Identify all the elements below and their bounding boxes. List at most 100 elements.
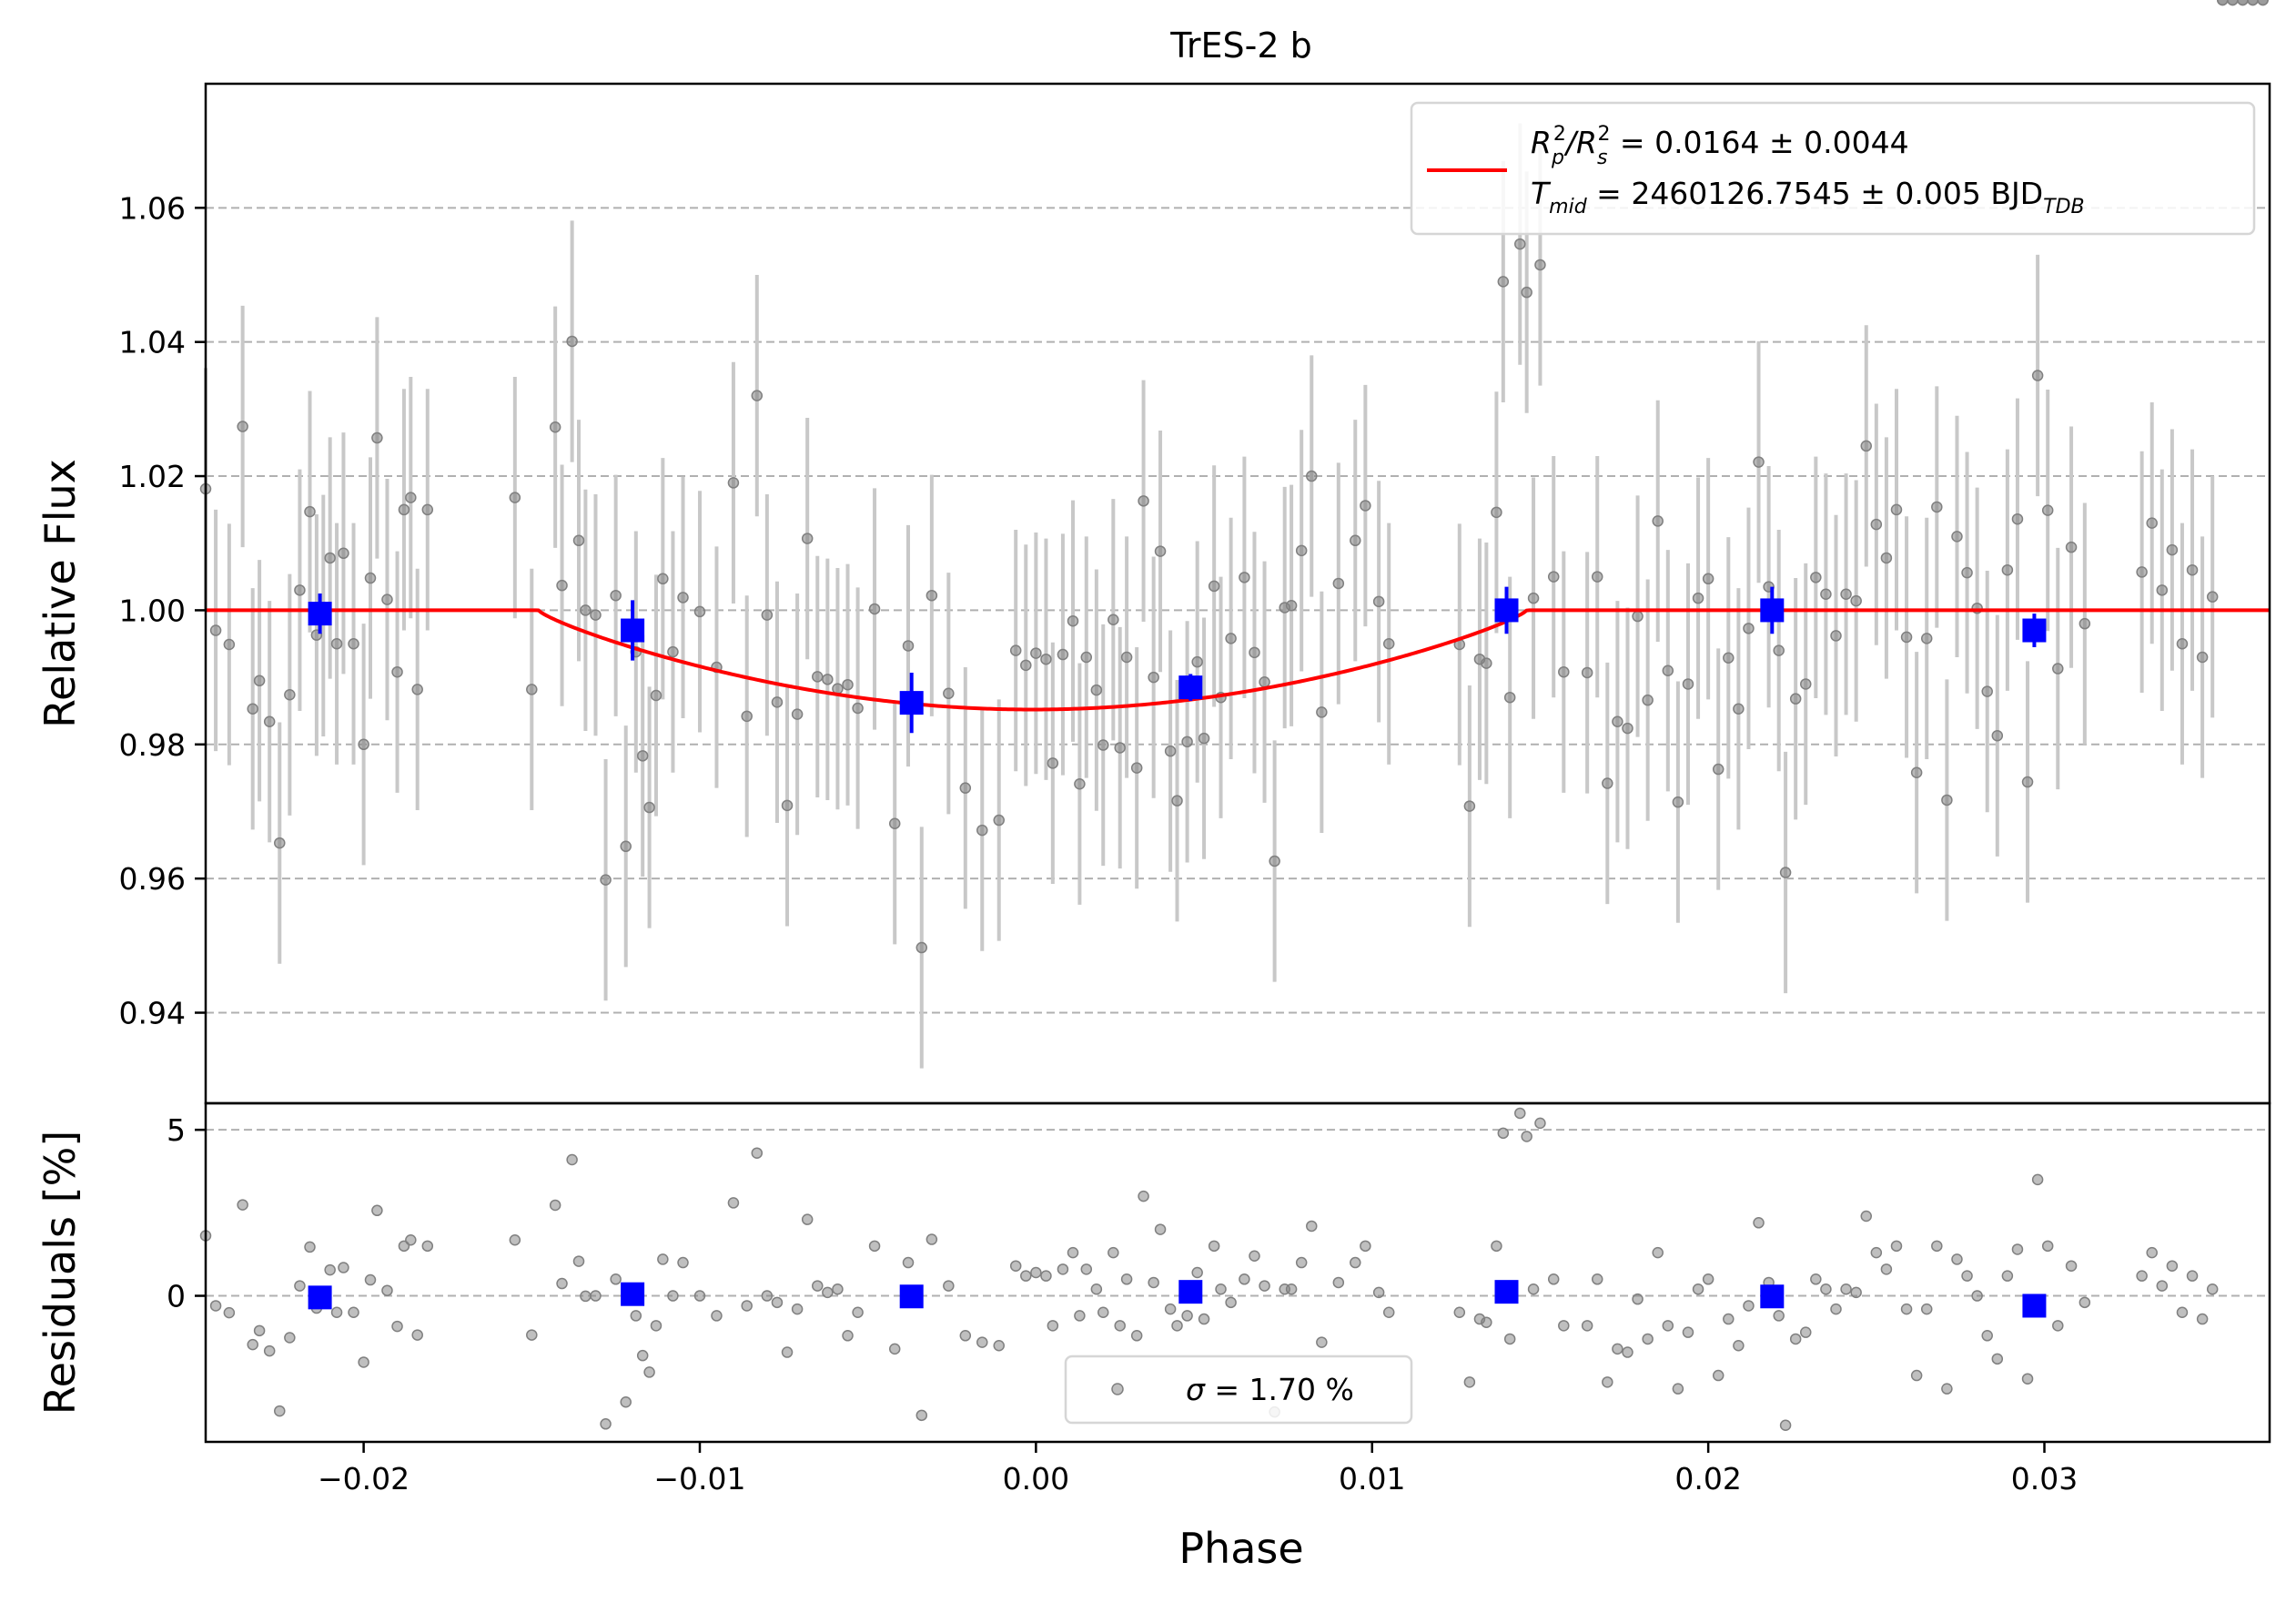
residual-raw-point [915, 1409, 928, 1422]
residual-raw-point [1120, 1273, 1133, 1285]
flux-raw-point [348, 638, 359, 650]
residual-raw-point [304, 1241, 316, 1253]
flux-raw-point [2196, 651, 2209, 664]
flux-raw-point [1259, 676, 1270, 688]
residual-raw-point [284, 1332, 296, 1344]
flux-raw-point [1491, 506, 1502, 519]
flux-raw-point [1225, 633, 1237, 644]
flux-raw-point [274, 837, 286, 849]
residual-raw-point [2041, 1240, 2054, 1253]
residual-raw-point [610, 1273, 622, 1285]
flux-raw-point [405, 492, 417, 503]
residual-raw-point [330, 1306, 343, 1319]
residual-binned-point [1760, 1284, 1785, 1309]
residual-raw-point [1880, 1263, 1893, 1275]
flux-raw-point [791, 708, 804, 720]
residual-raw-point [391, 1320, 403, 1333]
flux-legend-box [1410, 101, 2256, 236]
residual-panel: 05 Residuals [%] σ = 1.70 % [35, 0, 2271, 1444]
flux-raw-point [1850, 594, 1862, 607]
flux-raw-point [1931, 501, 1943, 513]
flux-binned-point [1494, 598, 1519, 623]
flux-raw-point [902, 640, 915, 652]
residual-raw-point [2021, 1373, 2034, 1385]
residual-raw-point [812, 1280, 824, 1292]
flux-binned-point [1760, 598, 1785, 623]
residual-raw-point [1181, 1310, 1193, 1322]
x-axis-label: Phase [1178, 1524, 1303, 1573]
residual-raw-point [1773, 1310, 1785, 1322]
flux-raw-point [771, 696, 784, 708]
residual-raw-point [1090, 1283, 1103, 1295]
residual-raw-point [2186, 1270, 2199, 1282]
flux-raw-point [1723, 652, 1735, 664]
flux-raw-point [761, 609, 774, 621]
flux-raw-point [1702, 573, 1714, 585]
x-tick-label: −0.02 [318, 1461, 410, 1496]
flux-raw-point [364, 572, 377, 584]
flux-raw-point [381, 594, 393, 605]
flux-raw-point [822, 674, 834, 685]
residual-raw-point [1900, 1303, 1913, 1315]
flux-raw-point [2079, 617, 2091, 630]
residual-raw-point [771, 1296, 784, 1309]
residual-raw-point [1215, 1283, 1227, 1295]
residual-raw-point [364, 1273, 377, 1286]
residual-raw-point [1991, 1353, 2004, 1365]
residual-raw-point [1981, 1330, 1993, 1342]
flux-raw-point [1910, 766, 1923, 778]
residual-raw-point [1602, 1376, 1613, 1388]
residual-raw-point [2136, 1270, 2148, 1282]
residual-raw-point [2011, 1243, 2024, 1255]
residual-raw-point [1481, 1316, 1492, 1328]
flux-raw-point [1020, 659, 1032, 672]
flux-raw-point [1332, 577, 1345, 590]
flux-raw-point [391, 665, 403, 678]
flux-raw-point [1249, 646, 1260, 659]
flux-raw-point [1672, 796, 1684, 808]
residual-grid [206, 1129, 2270, 1297]
residual-raw-point [1453, 1306, 1466, 1319]
residual-raw-point [1164, 1303, 1177, 1315]
flux-raw-point [1800, 678, 1812, 690]
flux-y-axis-label: Relative Flux [35, 459, 85, 728]
flux-raw-point [1497, 276, 1510, 288]
flux-raw-point [1753, 456, 1765, 468]
residual-raw-point [1239, 1273, 1250, 1285]
flux-raw-point [1372, 595, 1385, 608]
flux-raw-point [1642, 694, 1654, 706]
flux-raw-point [284, 689, 296, 701]
flux-raw-point [1181, 736, 1193, 748]
flux-raw-point [1733, 703, 1745, 715]
flux-raw-point [1057, 648, 1069, 661]
residual-raw-point [1009, 1260, 1022, 1272]
residual-raw-point [1820, 1283, 1832, 1295]
flux-raw-point [2031, 370, 2044, 381]
residual-raw-point [2176, 1306, 2189, 1319]
flux-raw-point [2011, 512, 2024, 525]
flux-raw-point [1581, 666, 1593, 679]
flux-raw-point [1622, 722, 1633, 735]
residual-raw-point [976, 1336, 988, 1348]
x-tick-label: −0.01 [653, 1461, 745, 1496]
residual-raw-points [199, 0, 2269, 1432]
flux-raw-point [1074, 778, 1086, 790]
residual-raw-point [1682, 1326, 1694, 1338]
flux-raw-point [693, 605, 706, 618]
residual-raw-point [888, 1343, 901, 1355]
residual-raw-point [1350, 1256, 1361, 1269]
flux-raw-point [1382, 638, 1395, 650]
flux-raw-point [1789, 693, 1802, 705]
residual-raw-point [1779, 1419, 1792, 1432]
residual-raw-point [1097, 1306, 1109, 1319]
flux-raw-point [1191, 655, 1203, 668]
residual-raw-point [566, 1153, 578, 1166]
residual-raw-point [1148, 1276, 1159, 1289]
flux-y-tick-label: 1.04 [119, 325, 186, 360]
flux-raw-point [1120, 651, 1133, 664]
flux-raw-point [751, 390, 764, 401]
flux-raw-point [294, 584, 306, 596]
residual-raw-point [2065, 1260, 2078, 1272]
flux-raw-point [580, 604, 592, 616]
flux-raw-point [2021, 776, 2034, 788]
